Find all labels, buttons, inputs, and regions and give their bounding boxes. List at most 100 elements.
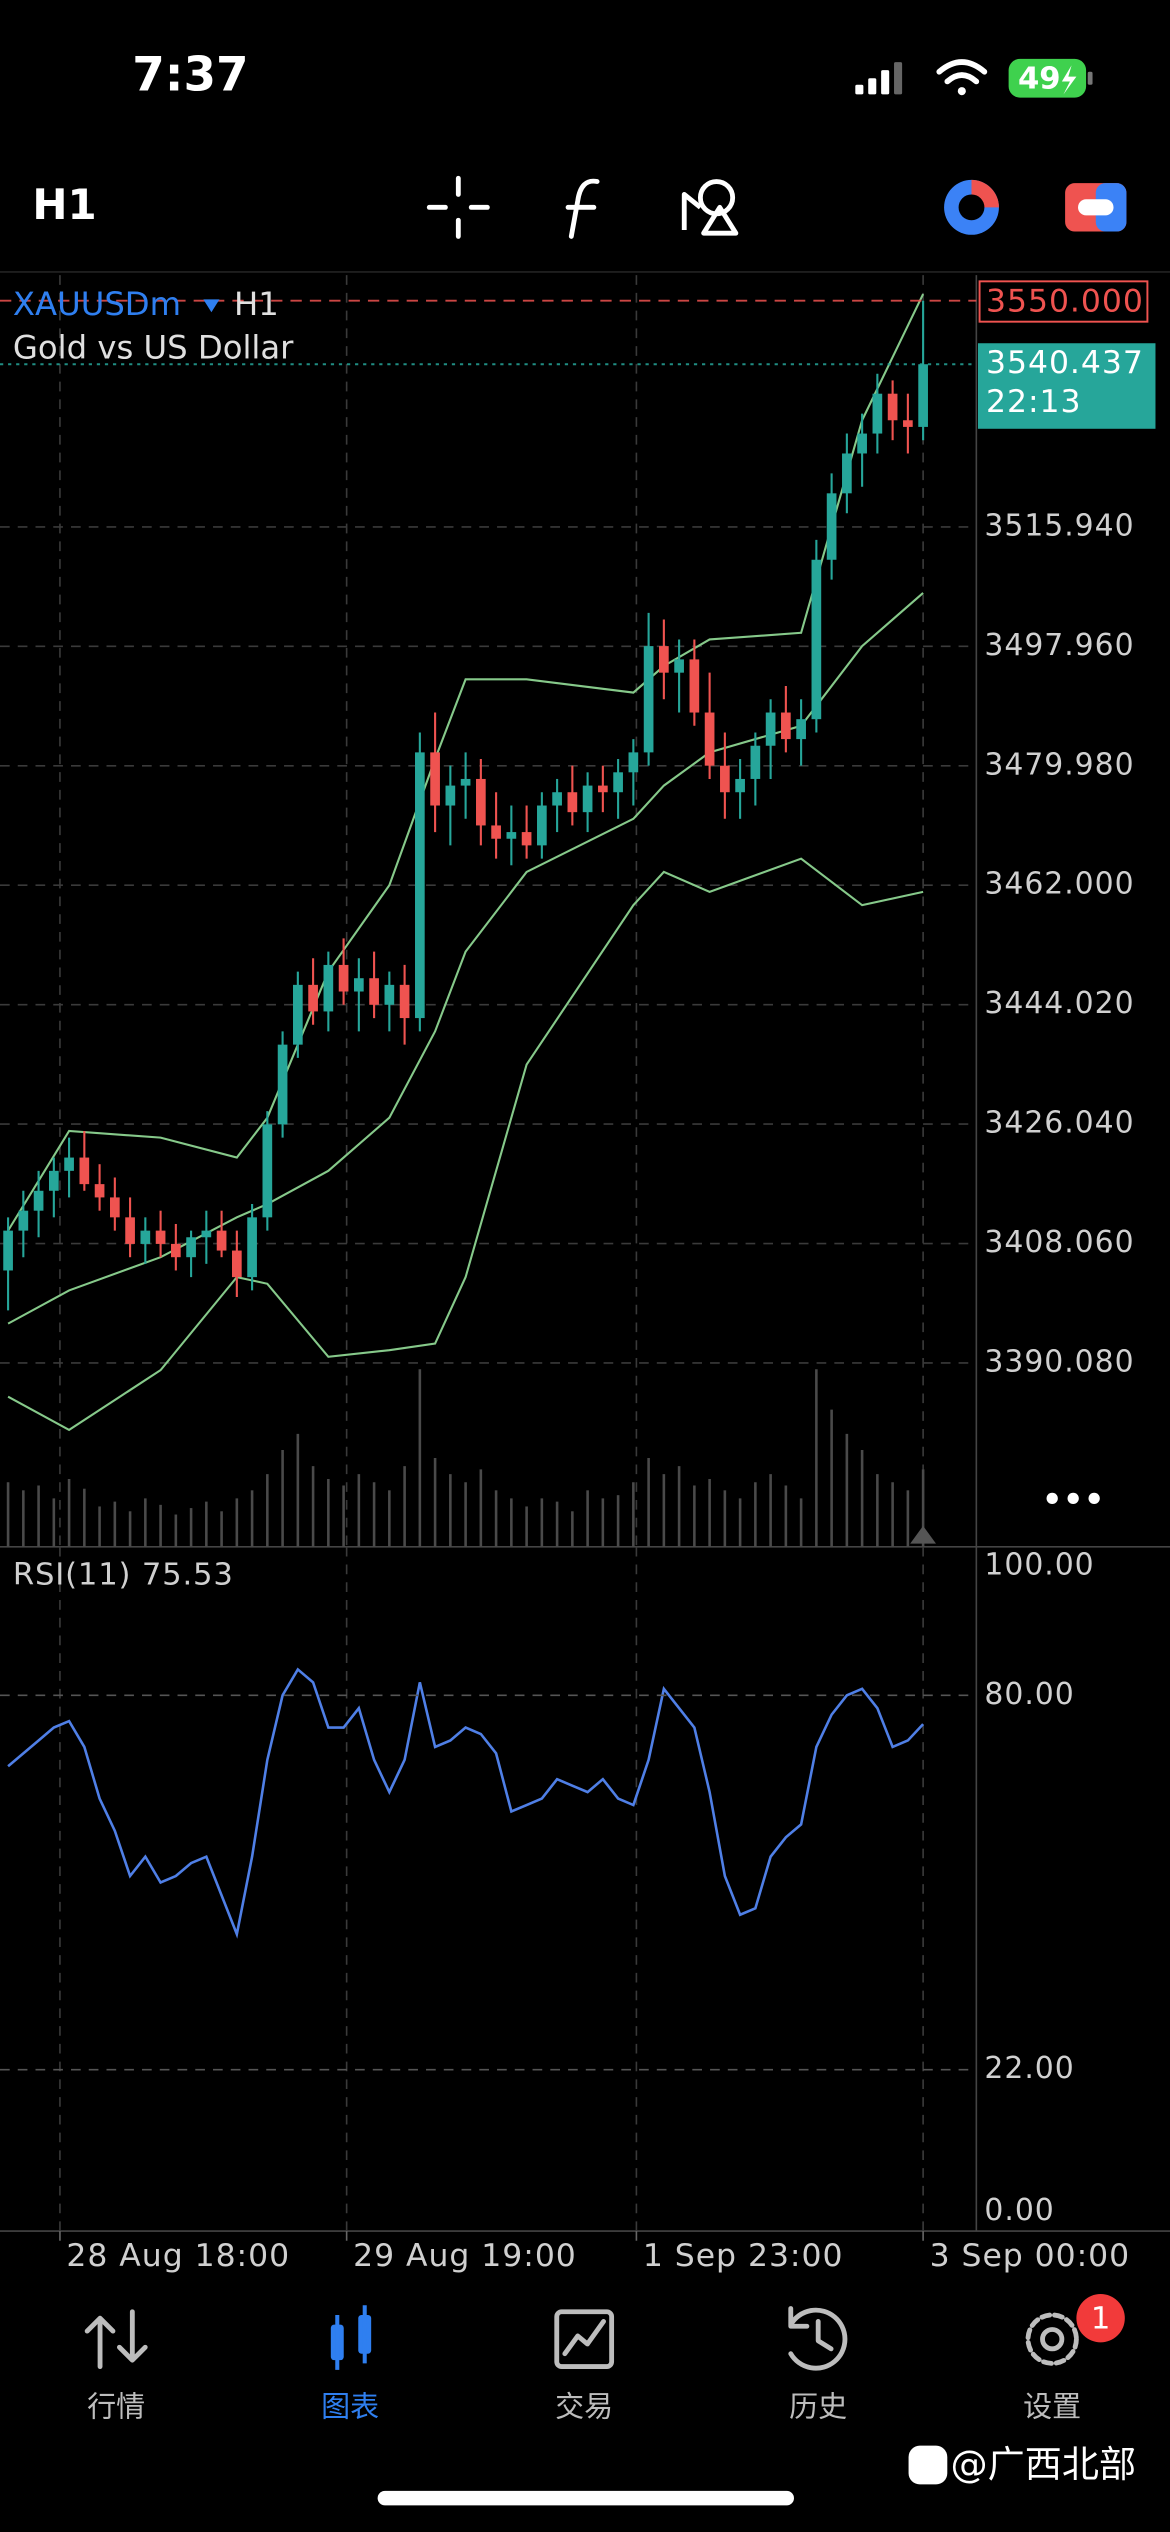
y-tick-label: 3515.940 <box>984 508 1134 543</box>
candle-body <box>521 832 532 846</box>
candle-body <box>628 752 639 773</box>
chart-area: 28 Aug 18:00 29 Aug 19:00 1 Sep 23:00 3 Sep… <box>0 275 1170 2274</box>
crosshair-button[interactable] <box>426 175 490 239</box>
candle-body <box>674 659 684 673</box>
objects-button[interactable] <box>681 179 739 236</box>
indicators-button[interactable] <box>565 178 600 239</box>
candle-body <box>216 1230 227 1251</box>
candle-body <box>369 978 379 1005</box>
candle-body <box>232 1250 242 1278</box>
nav-label[interactable]: 交易 <box>555 2390 613 2424</box>
candle-body <box>277 1044 288 1125</box>
candle-body <box>201 1230 212 1238</box>
candle-body <box>750 745 761 779</box>
candle-body <box>689 659 700 713</box>
symbol-name[interactable]: XAUUSDm <box>13 285 181 323</box>
candle-body <box>704 712 715 766</box>
candle-body <box>155 1230 166 1244</box>
watermark: @广西北部 <box>908 2443 1137 2486</box>
candle-body <box>79 1157 90 1185</box>
candle-body <box>94 1184 105 1198</box>
rsi-tick-label: 100.00 <box>984 1548 1094 1583</box>
trade-button[interactable] <box>1065 183 1127 232</box>
nav-settings[interactable]: 1 <box>1025 2293 1125 2366</box>
timeframe-button[interactable]: H1 <box>32 180 96 229</box>
nav-label[interactable]: 设置 <box>1023 2390 1081 2424</box>
candle-body <box>476 778 486 826</box>
band-line <box>7 857 924 1432</box>
nav-label[interactable]: 行情 <box>87 2390 145 2424</box>
candle-body <box>293 984 303 1045</box>
one-click-trading-button[interactable] <box>944 179 999 235</box>
x-tick-label: 29 Aug 19:00 <box>353 2238 577 2274</box>
candle-body <box>445 785 456 806</box>
nav-labels: 行情 图表 交易 历史 设置 <box>87 2390 1081 2424</box>
candle-body <box>186 1237 196 1258</box>
candle-body <box>323 964 334 1012</box>
candle-body <box>781 712 791 740</box>
candle-body <box>125 1217 135 1244</box>
candle-body <box>491 825 501 839</box>
home-indicator <box>377 2490 794 2506</box>
candle-body <box>48 1170 59 1191</box>
candle-body <box>338 964 349 992</box>
nav-chart[interactable] <box>330 2305 372 2370</box>
candle-body <box>903 420 913 427</box>
price-tag <box>977 343 1156 429</box>
candle-body <box>64 1157 74 1171</box>
candle-body <box>308 984 318 1012</box>
candle-body <box>643 646 654 753</box>
candle-body <box>826 493 837 560</box>
battery-level: 49 <box>1018 61 1061 96</box>
candle-body <box>430 752 440 806</box>
rsi-tick-label: 80.00 <box>984 1677 1074 1712</box>
candle-body <box>735 778 745 793</box>
rsi-line <box>7 1667 925 1939</box>
symbol-dropdown[interactable] <box>203 299 220 313</box>
candle-body <box>537 805 547 846</box>
candle-body <box>720 765 730 793</box>
candle-body <box>918 364 928 427</box>
candle-body <box>552 792 562 806</box>
candle-body <box>247 1217 257 1278</box>
candle-body <box>399 984 410 1019</box>
chart-timeframe: H1 <box>234 285 279 323</box>
y-tick-label: 3390.080 <box>984 1344 1134 1379</box>
rsi-tick-label: 22.00 <box>984 2051 1074 2086</box>
y-tick-label: 3479.980 <box>984 747 1134 782</box>
notification-badge <box>1076 2293 1125 2343</box>
candle-body <box>140 1230 151 1244</box>
candle-body <box>33 1190 44 1211</box>
nav-label[interactable]: 历史 <box>789 2390 847 2424</box>
candle-body <box>765 712 776 746</box>
candle-body <box>170 1243 181 1258</box>
candle-body <box>384 984 395 1005</box>
candle-body <box>460 778 471 786</box>
band-line <box>7 293 925 1232</box>
nav-label[interactable]: 图表 <box>321 2390 379 2424</box>
nav-quotes[interactable] <box>84 2309 148 2370</box>
rsi-title: RSI(11) 75.53 <box>13 1557 234 1592</box>
price-tag <box>978 280 1149 323</box>
candle-body <box>811 559 822 720</box>
x-tick-label: 1 Sep 23:00 <box>643 2238 844 2274</box>
price-tag-countdown: 22:13 <box>986 384 1081 420</box>
nav-trade[interactable] <box>554 2309 615 2370</box>
candle-body <box>415 752 425 1019</box>
candle-body <box>659 646 669 673</box>
symbol-description: Gold vs US Dollar <box>13 328 294 366</box>
candle-body <box>582 785 593 813</box>
more-button[interactable] <box>1046 1492 1100 1505</box>
x-tick-label: 28 Aug 18:00 <box>66 2238 290 2274</box>
candle-body <box>354 978 364 992</box>
shift-marker <box>910 1525 936 1544</box>
candle-body <box>567 792 578 813</box>
nav-history[interactable] <box>788 2306 848 2371</box>
candle-body <box>109 1197 120 1218</box>
price-tag-label: 3550.000 <box>986 283 1144 319</box>
wifi-icon <box>936 59 988 96</box>
watermark-text: @广西北部 <box>951 2443 1137 2486</box>
